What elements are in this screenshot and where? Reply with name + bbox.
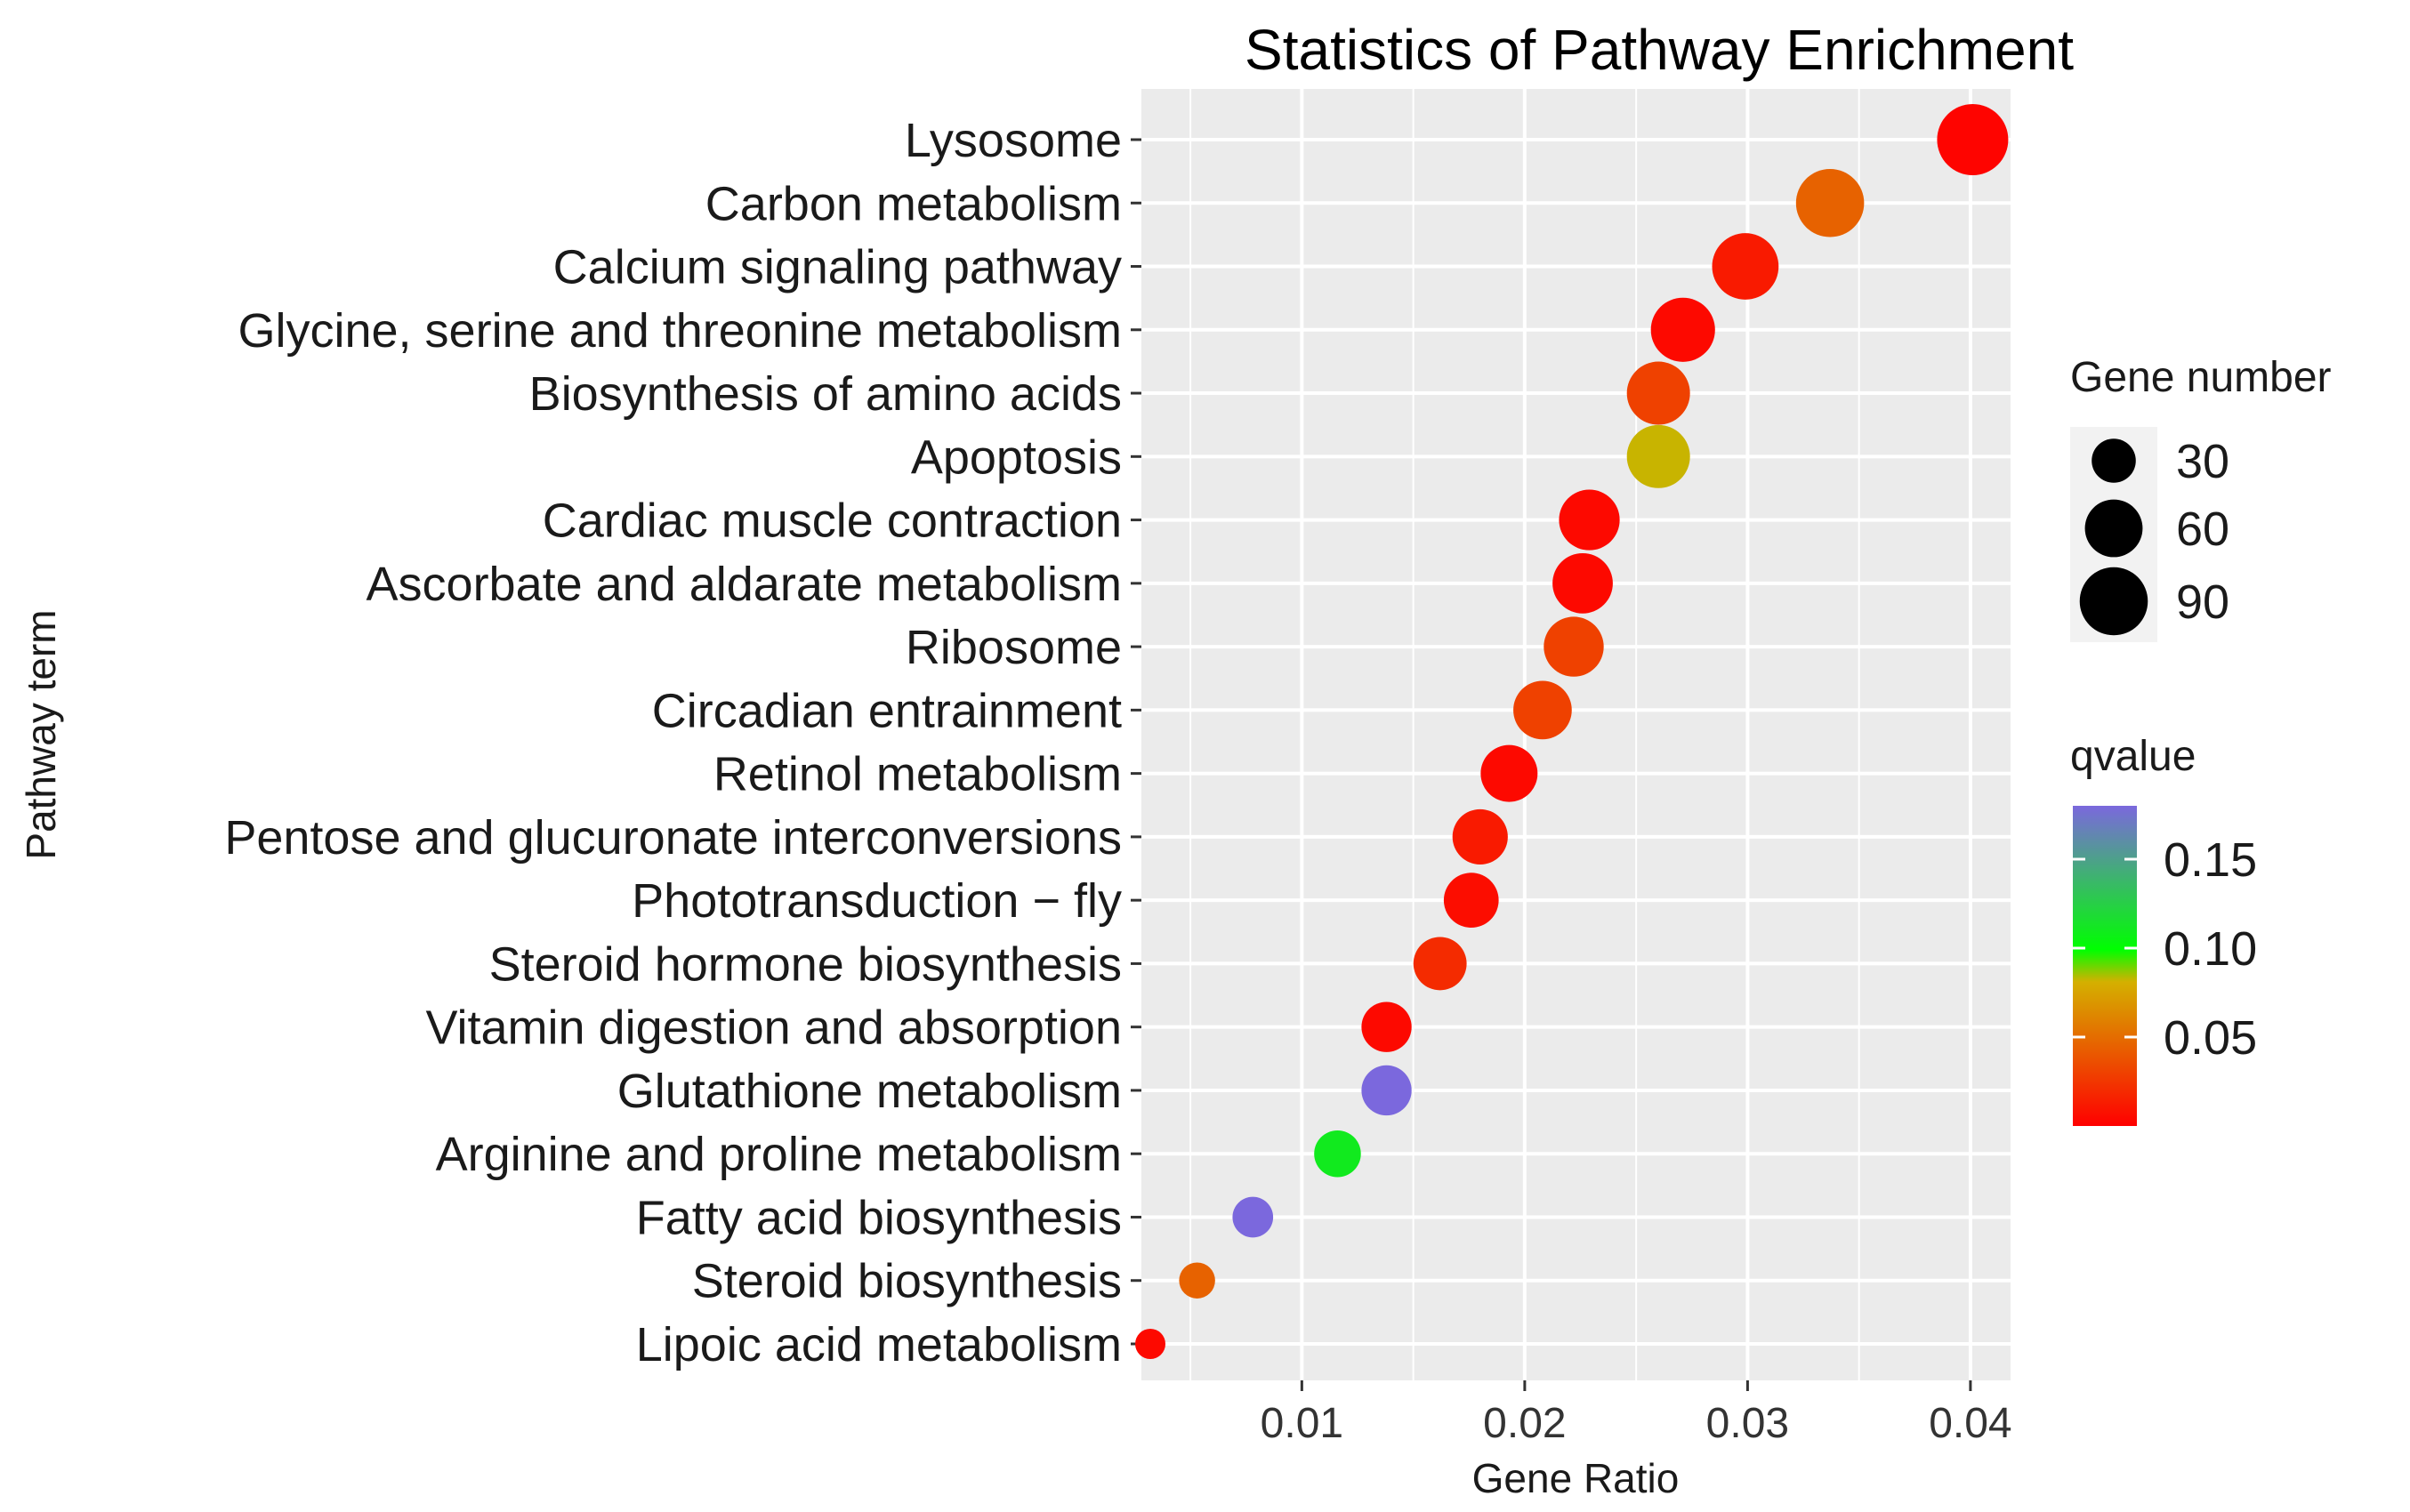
data-point — [1452, 808, 1508, 865]
y-axis-label: Pathway term — [18, 609, 64, 859]
color-legend-label: 0.10 — [2164, 922, 2257, 976]
data-point — [1179, 1262, 1215, 1299]
x-axis-label: Gene Ratio — [1472, 1455, 1680, 1501]
y-tick-label: Ascorbate and aldarate metabolism — [367, 558, 1122, 611]
data-point — [1552, 552, 1613, 614]
data-point — [1712, 233, 1779, 300]
size-legend-dot — [2092, 438, 2136, 483]
y-tick-label: Fatty acid biosynthesis — [636, 1191, 1122, 1244]
y-tick-label: Arginine and proline metabolism — [436, 1128, 1122, 1181]
y-tick-label: Steroid biosynthesis — [692, 1255, 1122, 1308]
size-legend-label: 60 — [2176, 503, 2229, 556]
y-tick-label: Glutathione metabolism — [617, 1065, 1122, 1118]
size-legend-label: 30 — [2176, 435, 2229, 488]
y-tick-label: Apoptosis — [911, 430, 1122, 484]
color-legend-bar — [2073, 806, 2137, 1126]
x-tick-label: 0.01 — [1261, 1400, 1343, 1447]
data-point — [1314, 1130, 1361, 1178]
data-point — [1480, 744, 1538, 802]
y-tick-label: Lysosome — [905, 114, 1122, 167]
y-tick-label: Glycine, serine and threonine metabolism — [238, 304, 1122, 358]
size-legend: Gene number 30 60 90 — [2070, 354, 2332, 642]
grid-lines — [1141, 89, 2011, 1380]
y-tick-label: Cardiac muscle contraction — [543, 495, 1122, 548]
size-legend-title: Gene number — [2070, 354, 2332, 401]
y-tick-label: Carbon metabolism — [705, 177, 1122, 230]
plot-panel — [1141, 89, 2011, 1380]
y-tick-label: Calcium signaling pathway — [553, 241, 1122, 294]
data-point — [1559, 489, 1620, 551]
data-point — [1232, 1196, 1274, 1238]
x-tick-label: 0.03 — [1706, 1400, 1789, 1447]
data-point — [1544, 616, 1604, 677]
y-tick-label: Vitamin digestion and absorption — [425, 1001, 1122, 1055]
color-legend: qvalue 0.05 0.10 0.15 — [2070, 733, 2257, 1126]
y-tick-label: Ribosome — [906, 621, 1122, 674]
y-tick-label: Circadian entrainment — [652, 684, 1122, 737]
y-tick-label: Pentose and glucuronate interconversions — [224, 811, 1122, 865]
data-point — [1626, 361, 1690, 425]
axes: 0.01 0.02 0.03 0.04 Lysosome Carbon metabolis… — [224, 114, 2011, 1447]
data-point — [1413, 937, 1467, 991]
data-point — [1626, 424, 1690, 488]
color-legend-label: 0.05 — [2164, 1011, 2257, 1065]
x-tick-label: 0.02 — [1483, 1400, 1566, 1447]
y-tick-label: Steroid hormone biosynthesis — [489, 937, 1122, 991]
data-point — [1135, 1329, 1166, 1359]
data-point — [1513, 680, 1572, 740]
data-point — [1361, 1001, 1412, 1052]
size-legend-dot — [2079, 567, 2148, 636]
data-point — [1443, 873, 1499, 929]
data-point — [1361, 1065, 1412, 1116]
y-tick-label: Biosynthesis of amino acids — [529, 367, 1122, 421]
data-point — [1795, 168, 1865, 237]
data-point — [1650, 297, 1715, 362]
color-legend-title: qvalue — [2070, 733, 2196, 780]
color-legend-label: 0.15 — [2164, 833, 2257, 887]
chart-title: Statistics of Pathway Enrichment — [1245, 18, 2074, 82]
size-legend-dot — [2084, 499, 2143, 558]
x-tick-label: 0.04 — [1929, 1400, 2011, 1447]
data-point — [1937, 104, 2009, 175]
y-tick-label: Lipoic acid metabolism — [636, 1318, 1122, 1371]
y-tick-label: Phototransduction − fly — [632, 874, 1122, 928]
size-legend-label: 90 — [2176, 575, 2229, 629]
y-tick-label: Retinol metabolism — [713, 748, 1122, 801]
data-points — [1135, 104, 2009, 1359]
